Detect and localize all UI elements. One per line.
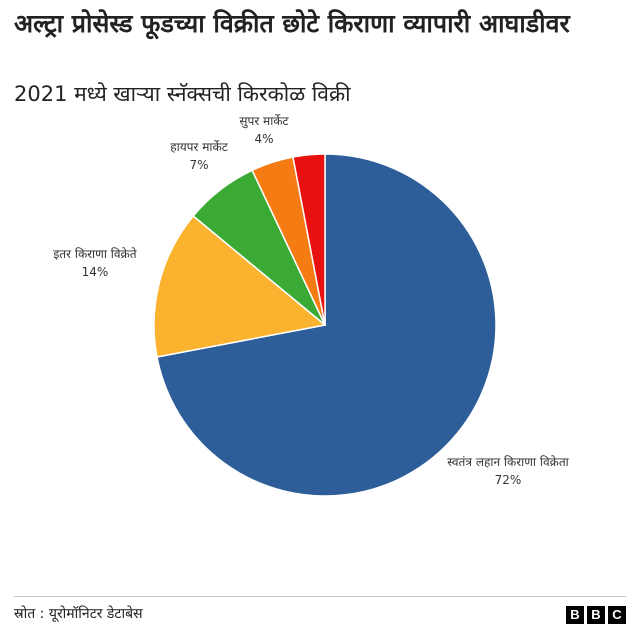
slice-label: हायपर मार्केट: [170, 140, 228, 154]
pie-slice: [153, 214, 327, 358]
slice-value-label: 14%: [82, 265, 109, 279]
bbc-logo-letter: B: [566, 606, 584, 624]
slice-value-label: 7%: [189, 158, 208, 172]
pie-slice: [292, 153, 326, 326]
bbc-logo-letter: B: [587, 606, 605, 624]
slice-label: स्वतंत्र लहान किराणा विक्रेता: [447, 455, 569, 469]
slice-label: इतर किराणा विक्रेते: [53, 247, 137, 261]
footer-divider: [14, 596, 626, 597]
bbc-logo-letter: C: [608, 606, 626, 624]
slice-value-label: 4%: [254, 132, 273, 146]
slice-label: सुपर मार्केट: [239, 114, 289, 129]
source-note: स्रोत : यूरोमॉनिटर डेटाबेस: [14, 606, 143, 622]
chart-title: अल्ट्रा प्रोसेस्ड फूडच्या विक्रीत छोटे क…: [14, 9, 570, 38]
bbc-logo: B B C: [566, 606, 626, 624]
slice-value-label: 72%: [495, 473, 522, 487]
chart-subtitle: 2021 मध्ये खाऱ्या स्नॅक्सची किरकोळ विक्र…: [14, 82, 351, 106]
pie-slice: [156, 153, 497, 497]
